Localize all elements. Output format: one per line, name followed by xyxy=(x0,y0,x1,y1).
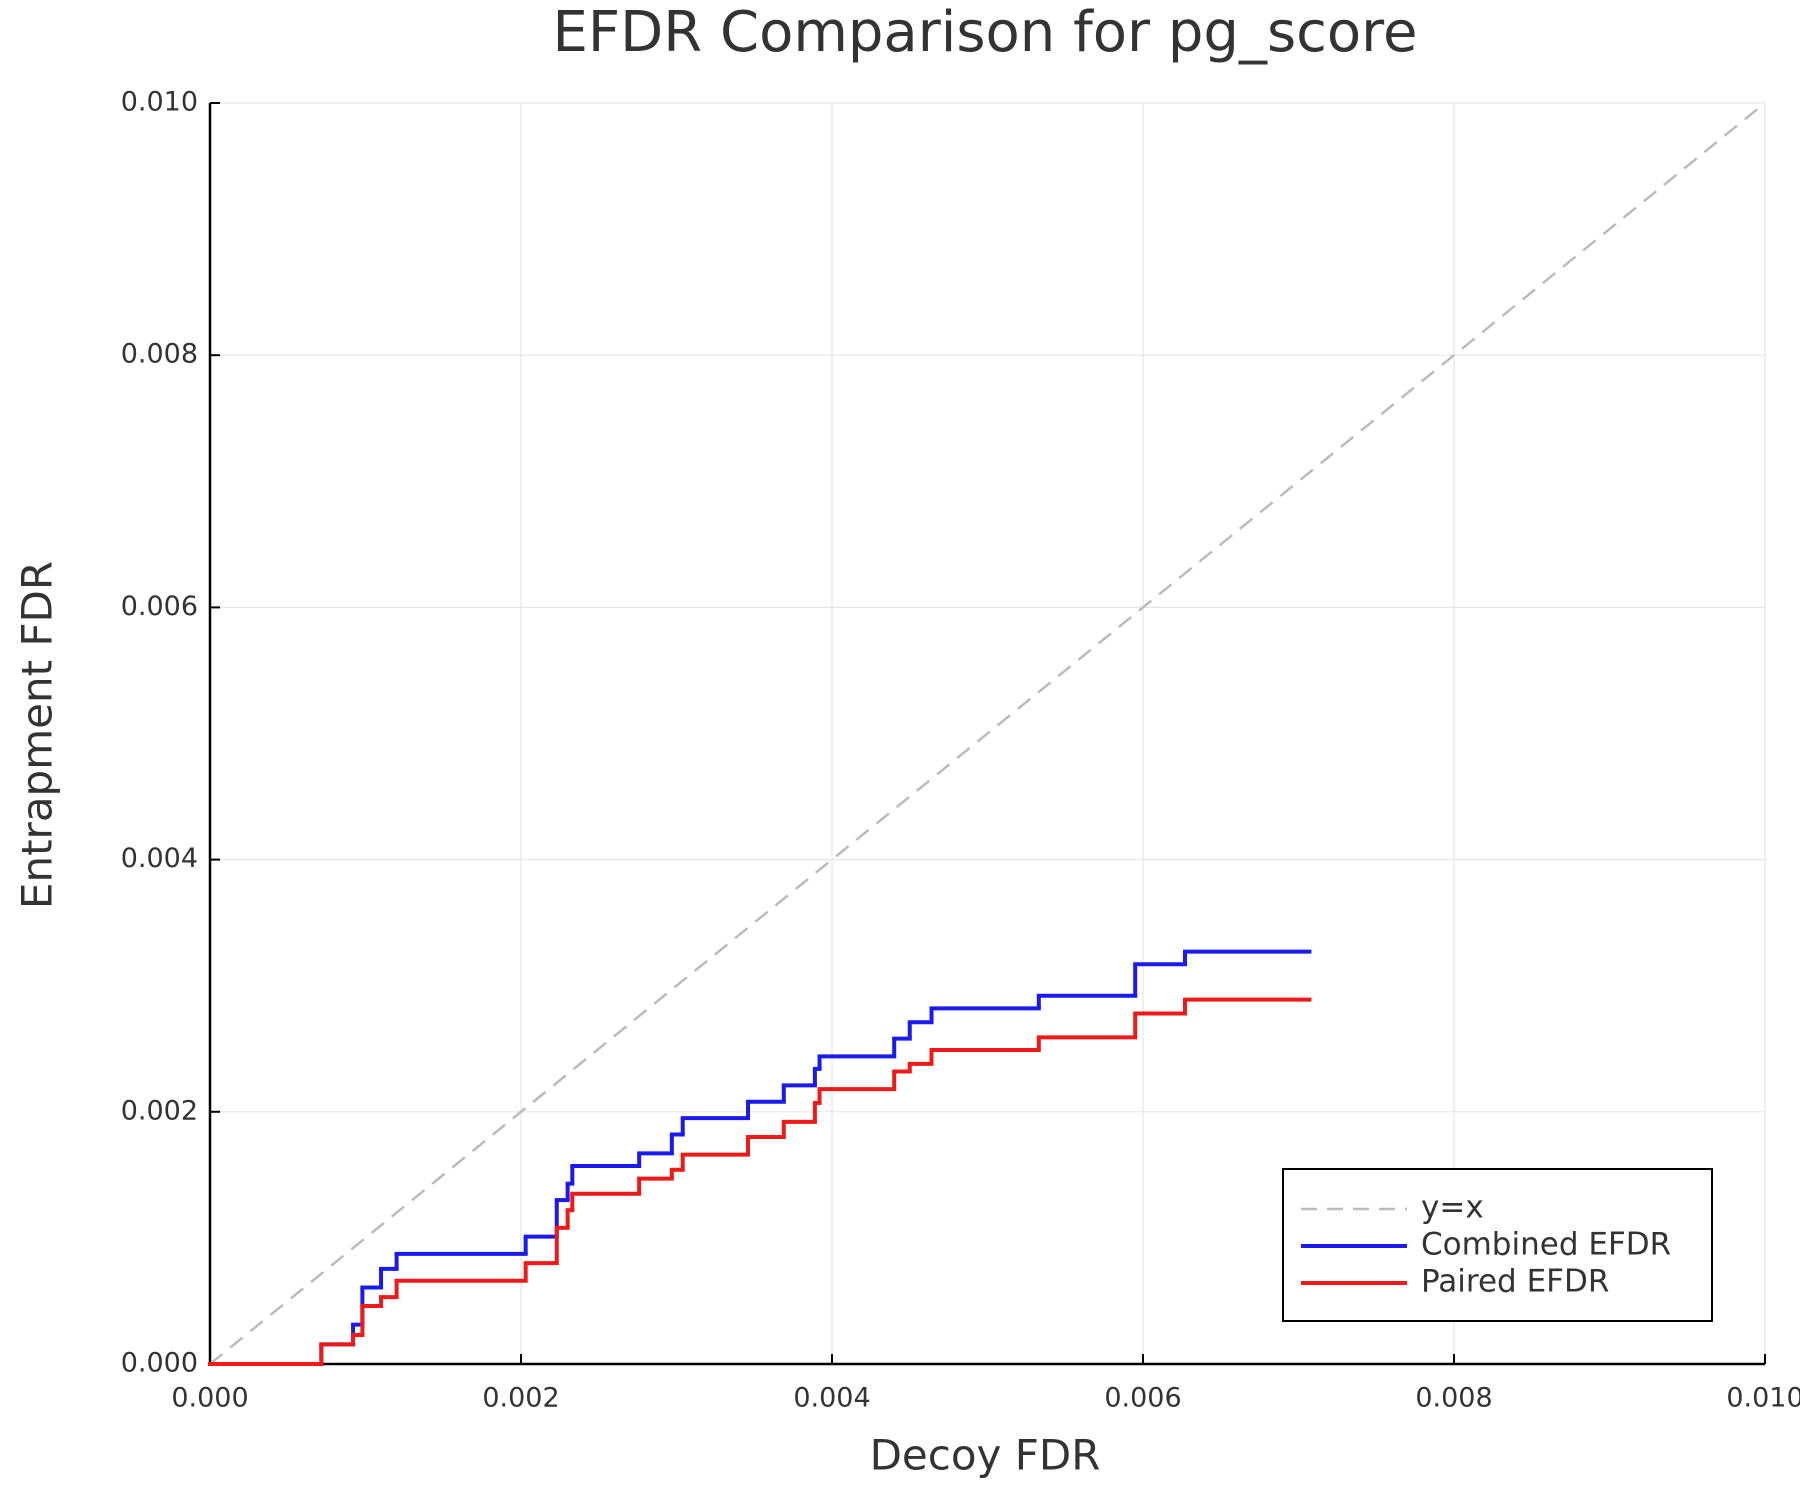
y-tick-label: 0.004 xyxy=(121,843,198,874)
y-tick-label: 0.002 xyxy=(121,1095,198,1126)
y-tick-label: 0.008 xyxy=(121,339,198,370)
legend-label: Combined EFDR xyxy=(1421,1227,1671,1263)
y-tick-label: 0.000 xyxy=(121,1348,198,1379)
legend-label: y=x xyxy=(1421,1190,1484,1226)
x-tick-label: 0.010 xyxy=(1726,1383,1800,1414)
y-axis-label: Entrapment FDR xyxy=(13,561,62,909)
x-axis-label: Decoy FDR xyxy=(870,1431,1101,1480)
x-tick-label: 0.002 xyxy=(482,1383,559,1414)
x-tick-label: 0.008 xyxy=(1415,1383,1492,1414)
x-tick-label: 0.000 xyxy=(171,1383,248,1414)
x-tick-label: 0.004 xyxy=(793,1383,870,1414)
legend-label: Paired EFDR xyxy=(1421,1264,1609,1300)
chart-title: EFDR Comparison for pg_score xyxy=(553,0,1418,65)
reference-line xyxy=(209,102,1766,1365)
x-tick-label: 0.006 xyxy=(1104,1383,1181,1414)
y-tick-label: 0.010 xyxy=(121,87,198,118)
y-tick-label: 0.006 xyxy=(121,591,198,622)
